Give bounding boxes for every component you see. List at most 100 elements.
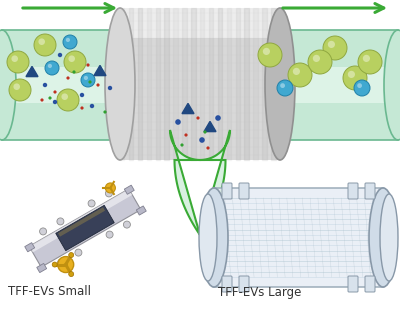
Circle shape	[88, 200, 95, 207]
FancyBboxPatch shape	[212, 188, 385, 287]
Circle shape	[34, 34, 56, 56]
Circle shape	[81, 73, 95, 87]
Polygon shape	[182, 104, 194, 114]
FancyBboxPatch shape	[365, 183, 375, 199]
Circle shape	[52, 262, 57, 267]
Ellipse shape	[384, 30, 400, 140]
Circle shape	[106, 231, 113, 238]
Circle shape	[84, 76, 88, 80]
Circle shape	[40, 98, 44, 102]
FancyBboxPatch shape	[348, 276, 358, 292]
Circle shape	[11, 55, 18, 62]
FancyBboxPatch shape	[348, 183, 358, 199]
Ellipse shape	[105, 8, 135, 160]
Circle shape	[277, 80, 293, 96]
Circle shape	[9, 79, 31, 101]
Circle shape	[66, 38, 70, 42]
Circle shape	[263, 48, 270, 55]
Circle shape	[358, 50, 382, 74]
Ellipse shape	[199, 194, 217, 281]
Circle shape	[90, 104, 94, 108]
Circle shape	[184, 133, 188, 137]
Circle shape	[45, 61, 59, 75]
Ellipse shape	[380, 194, 398, 281]
Ellipse shape	[0, 30, 16, 140]
Circle shape	[48, 64, 52, 68]
Circle shape	[62, 93, 68, 100]
Circle shape	[48, 96, 52, 99]
FancyBboxPatch shape	[235, 30, 400, 140]
Polygon shape	[136, 206, 146, 215]
Circle shape	[206, 146, 210, 150]
Circle shape	[124, 221, 130, 228]
Circle shape	[348, 71, 355, 78]
Circle shape	[293, 68, 300, 75]
Circle shape	[180, 143, 184, 147]
Polygon shape	[58, 207, 105, 237]
Circle shape	[66, 76, 70, 80]
Circle shape	[80, 107, 84, 110]
Polygon shape	[170, 130, 230, 235]
Circle shape	[103, 111, 106, 114]
Ellipse shape	[265, 8, 295, 160]
Circle shape	[357, 83, 362, 88]
Circle shape	[363, 55, 370, 62]
Circle shape	[13, 83, 20, 90]
Circle shape	[175, 119, 181, 125]
Circle shape	[106, 190, 112, 197]
FancyBboxPatch shape	[235, 67, 400, 103]
FancyBboxPatch shape	[365, 276, 375, 292]
Circle shape	[354, 80, 370, 96]
Circle shape	[258, 43, 282, 67]
Polygon shape	[29, 189, 141, 267]
Polygon shape	[26, 66, 38, 77]
Circle shape	[69, 253, 74, 258]
Circle shape	[72, 70, 76, 74]
Circle shape	[43, 83, 47, 87]
FancyBboxPatch shape	[0, 30, 165, 140]
Circle shape	[343, 66, 367, 90]
Circle shape	[105, 183, 115, 193]
Circle shape	[196, 116, 200, 120]
Circle shape	[204, 130, 206, 134]
Circle shape	[215, 115, 221, 121]
Circle shape	[63, 35, 77, 49]
Circle shape	[40, 228, 46, 235]
Ellipse shape	[151, 30, 179, 140]
Circle shape	[58, 259, 64, 266]
Circle shape	[328, 41, 335, 48]
FancyBboxPatch shape	[239, 276, 249, 292]
Text: TFF-EVs Large: TFF-EVs Large	[218, 286, 301, 299]
Polygon shape	[37, 263, 47, 273]
Circle shape	[96, 83, 100, 87]
Circle shape	[86, 63, 90, 67]
Circle shape	[88, 80, 92, 84]
Circle shape	[75, 249, 82, 256]
Polygon shape	[56, 205, 114, 251]
Circle shape	[80, 93, 84, 97]
Circle shape	[108, 86, 112, 90]
Circle shape	[57, 218, 64, 225]
Circle shape	[199, 137, 205, 143]
Circle shape	[57, 89, 79, 111]
Circle shape	[323, 36, 347, 60]
Polygon shape	[124, 185, 134, 194]
Ellipse shape	[200, 188, 228, 287]
FancyBboxPatch shape	[239, 183, 249, 199]
Circle shape	[280, 83, 285, 88]
Circle shape	[69, 272, 74, 277]
FancyBboxPatch shape	[120, 8, 280, 160]
Ellipse shape	[221, 30, 249, 140]
Circle shape	[7, 51, 29, 73]
FancyBboxPatch shape	[222, 276, 232, 292]
Ellipse shape	[369, 188, 397, 287]
Circle shape	[68, 55, 75, 62]
Polygon shape	[204, 121, 216, 132]
Circle shape	[64, 51, 86, 73]
Circle shape	[308, 50, 332, 74]
FancyBboxPatch shape	[0, 67, 165, 103]
Circle shape	[313, 55, 320, 62]
Circle shape	[58, 257, 74, 273]
Polygon shape	[29, 189, 132, 252]
FancyBboxPatch shape	[222, 183, 232, 199]
